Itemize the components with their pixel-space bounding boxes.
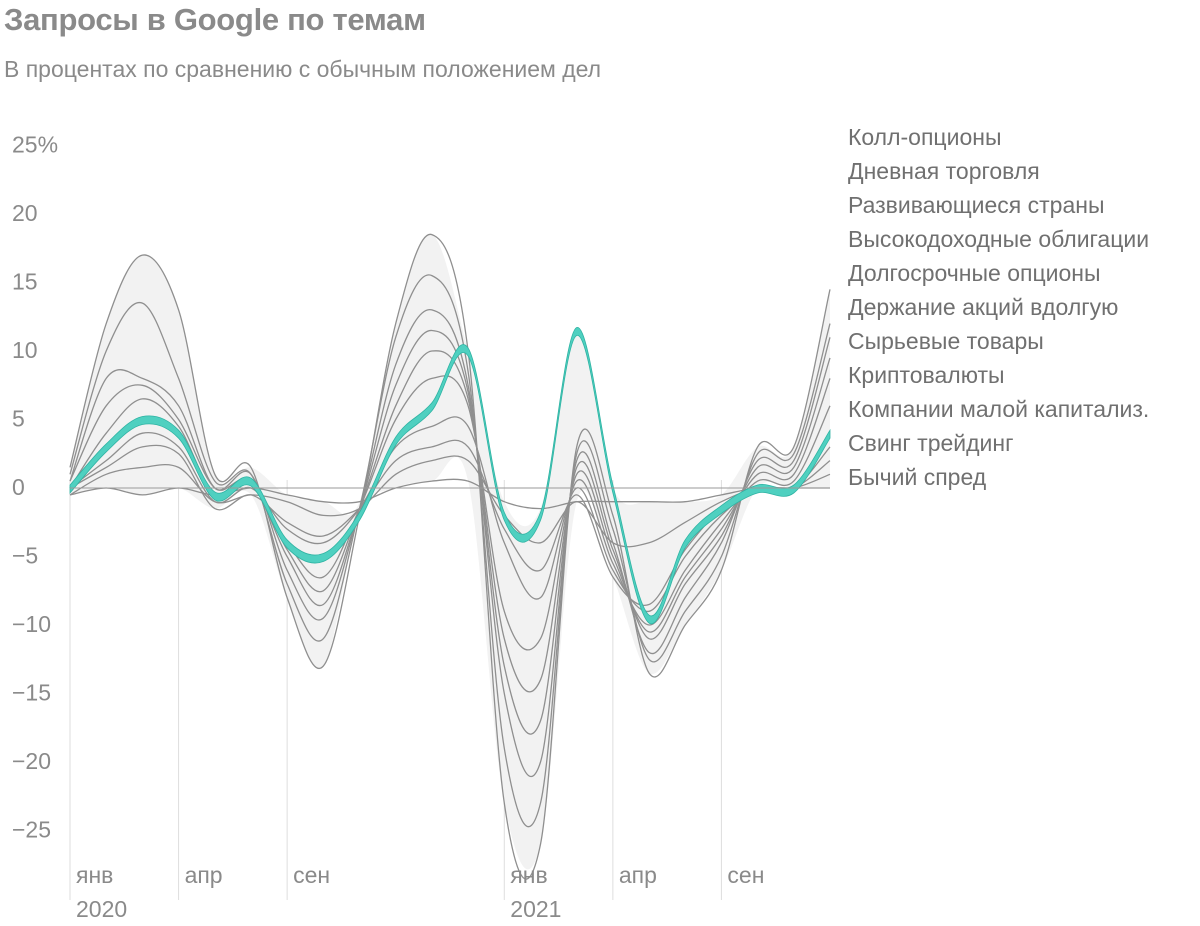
envelope-fill <box>70 234 830 870</box>
series-line <box>69 274 831 828</box>
y-tick-label: −10 <box>12 611 51 637</box>
series-line-highlight <box>69 327 831 625</box>
y-tick-label: 15 <box>12 269 38 295</box>
x-year-label: 2020 <box>76 896 127 922</box>
area-fill <box>70 234 830 870</box>
legend-entry: Дневная торговля <box>848 158 1040 184</box>
chart-subtitle: В процентах по сравнению с обычным полож… <box>4 56 602 82</box>
legend-entry: Колл-опционы <box>848 124 1001 150</box>
y-tick-label: −25 <box>12 817 51 843</box>
x-tick-label: сен <box>293 862 330 888</box>
y-tick-label: 10 <box>12 337 38 363</box>
legend-entry: Криптовалюты <box>848 362 1005 388</box>
x-tick-label: янв <box>76 862 113 888</box>
y-tick-label: 20 <box>12 200 38 226</box>
legend-entry: Держание акций вдолгую <box>848 294 1118 320</box>
x-year-label: 2021 <box>510 896 561 922</box>
y-tick-label: −5 <box>12 543 38 569</box>
chart-title: Запросы в Google по темам <box>4 2 426 37</box>
x-tick-label: сен <box>727 862 764 888</box>
legend-entry: Бычий спред <box>848 464 987 490</box>
legend-entry: Компании малой капитализ. <box>848 396 1149 422</box>
legend-entry: Высокодоходные облигации <box>848 226 1149 252</box>
legend-entry: Долгосрочные опционы <box>848 260 1100 286</box>
series-line <box>69 233 831 880</box>
x-tick-label: янв <box>510 862 547 888</box>
x-tick-label: апр <box>185 862 223 888</box>
y-axis: 25% 20 15 10 5 0 −5 −10 −15 −20 −25 <box>12 132 58 843</box>
x-tick-label: апр <box>619 862 657 888</box>
legend: Колл-опционы Дневная торговля Развивающиес… <box>848 124 1149 490</box>
y-tick-label: 0 <box>12 474 25 500</box>
series-line <box>69 478 830 510</box>
x-axis: янв 2020 апр сен янв 2021 апр сен <box>76 862 764 922</box>
legend-entry: Свинг трейдинг <box>848 430 1013 456</box>
highlight-band <box>69 327 831 625</box>
series-line <box>69 416 831 612</box>
y-tick-label: 5 <box>12 406 25 432</box>
y-tick-label: 25% <box>12 132 58 158</box>
y-tick-label: −20 <box>12 748 51 774</box>
y-tick-label: −15 <box>12 680 51 706</box>
series-line <box>69 455 831 548</box>
legend-entry: Развивающиеся страны <box>848 192 1104 218</box>
legend-entry: Сырьевые товары <box>848 328 1044 354</box>
